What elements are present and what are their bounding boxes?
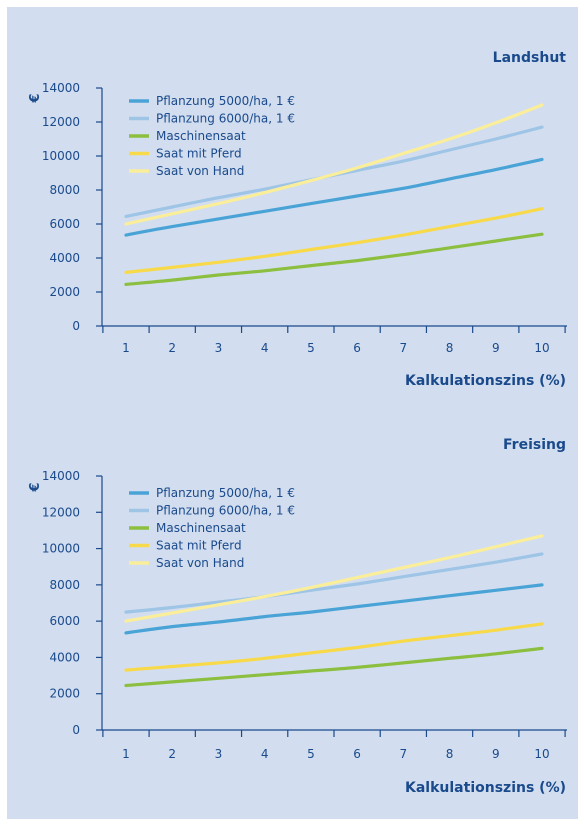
legend-entry: Saat mit Pferd <box>156 147 242 161</box>
y-tick-label: 8000 <box>49 183 80 197</box>
chart-title: Freising <box>503 437 566 453</box>
x-tick-label: 10 <box>534 747 549 761</box>
legend-entry: Pflanzung 5000/ha, 1 € <box>156 94 295 108</box>
y-tick-label: 8000 <box>49 578 80 592</box>
x-tick-label: 8 <box>446 747 454 761</box>
y-axis-label: € <box>28 482 43 492</box>
chart-1: Landshut €0 2000 4000 6000 8000 10000 12000 1400… <box>28 50 567 389</box>
y-tick-label: 14000 <box>42 469 80 483</box>
x-tick-label: 6 <box>353 747 361 761</box>
x-tick-label: 9 <box>492 747 500 761</box>
y-tick-label: 10000 <box>42 542 80 556</box>
x-tick-label: 4 <box>261 341 269 355</box>
series-line-4 <box>124 207 544 274</box>
chart-2: Freising €0 2000 4000 6000 8000 10000 12000 1400… <box>28 437 567 796</box>
series-line-3 <box>124 646 544 688</box>
x-tick-label: 3 <box>215 747 223 761</box>
legend-entry: Saat von Hand <box>156 164 244 178</box>
series-line-3 <box>124 232 544 286</box>
x-tick-label: 3 <box>215 341 223 355</box>
y-tick-label: 0 <box>72 723 80 737</box>
series-line-4 <box>124 622 544 672</box>
x-tick-label: 5 <box>307 341 315 355</box>
x-tick-label: 8 <box>446 341 454 355</box>
legend-entry: Pflanzung 6000/ha, 1 € <box>156 504 295 518</box>
x-tick-label: 7 <box>400 747 408 761</box>
x-tick-label: 6 <box>353 341 361 355</box>
y-tick-label: 12000 <box>42 505 80 519</box>
y-tick-label: 0 <box>72 319 80 333</box>
y-tick-label: 4000 <box>49 251 80 265</box>
x-tick-label: 4 <box>261 747 269 761</box>
y-tick-label: 2000 <box>49 285 80 299</box>
x-tick-label: 7 <box>400 341 408 355</box>
y-tick-label: 10000 <box>42 149 80 163</box>
legend: Pflanzung 5000/ha, 1 € Pflanzung 6000/ha,… <box>129 94 295 178</box>
y-tick-label: 6000 <box>49 614 80 628</box>
series-line-5 <box>124 103 544 226</box>
legend-entry: Saat mit Pferd <box>156 539 242 553</box>
chart-title: Landshut <box>493 50 567 66</box>
legend: Pflanzung 5000/ha, 1 € Pflanzung 6000/ha,… <box>129 486 295 570</box>
y-tick-label: 6000 <box>49 217 80 231</box>
x-tick-label: 1 <box>122 747 130 761</box>
x-tick-label: 1 <box>122 341 130 355</box>
x-axis-label: Kalkulationszins (%) <box>405 780 566 796</box>
y-tick-label: 12000 <box>42 115 80 129</box>
series-line-1 <box>124 157 544 237</box>
x-tick-label: 2 <box>168 341 176 355</box>
series-line-2 <box>124 552 544 614</box>
x-tick-label: 10 <box>534 341 549 355</box>
legend-entry: Maschinensaat <box>156 129 246 143</box>
y-tick-label: 14000 <box>42 81 80 95</box>
series-line-5 <box>124 534 544 623</box>
legend-entry: Saat von Hand <box>156 556 244 570</box>
series-line-1 <box>124 583 544 635</box>
legend-entry: Maschinensaat <box>156 521 246 535</box>
y-tick-label: 4000 <box>49 650 80 664</box>
y-tick-label: 2000 <box>49 687 80 701</box>
legend-entry: Pflanzung 5000/ha, 1 € <box>156 486 295 500</box>
x-tick-label: 5 <box>307 747 315 761</box>
x-tick-label: 9 <box>492 341 500 355</box>
y-axis-label: € <box>28 93 43 103</box>
x-axis-label: Kalkulationszins (%) <box>405 373 566 389</box>
x-tick-label: 2 <box>168 747 176 761</box>
legend-entry: Pflanzung 6000/ha, 1 € <box>156 112 295 126</box>
